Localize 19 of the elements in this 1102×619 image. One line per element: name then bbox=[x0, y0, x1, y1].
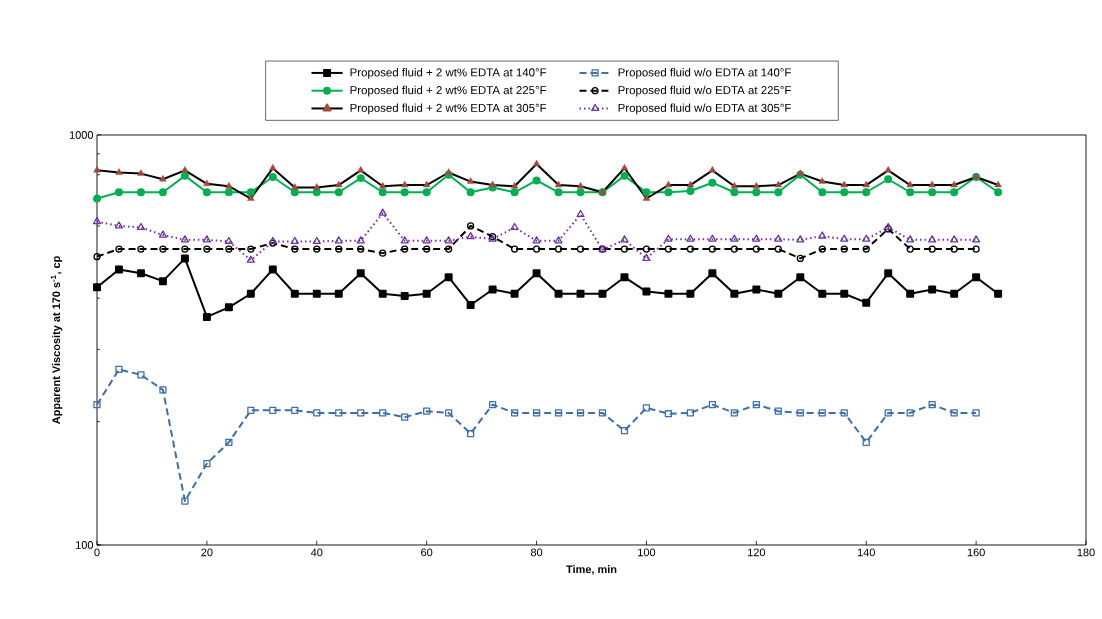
legend-label: Proposed fluid + 2 wt% EDTA at 305°F bbox=[350, 103, 547, 115]
x-tick-label: 180 bbox=[1077, 548, 1095, 557]
x-tick-label: 160 bbox=[967, 548, 985, 557]
legend-label: Proposed fluid w/o EDTA at 140°F bbox=[618, 68, 791, 79]
x-tick-label: 0 bbox=[94, 548, 100, 557]
y-tick-label: 1000 bbox=[69, 131, 94, 139]
x-tick-label: 80 bbox=[530, 548, 543, 557]
y-axis-title: Apparent Viscosity at 170 s$^{-1}$, cp bbox=[50, 256, 63, 424]
x-tick-label: 40 bbox=[310, 548, 323, 557]
legend-label: Proposed fluid w/o EDTA at 305°F bbox=[618, 103, 791, 115]
x-axis-title: Time, min bbox=[566, 565, 617, 575]
x-tick-label: 60 bbox=[421, 548, 433, 557]
x-tick-label: 120 bbox=[748, 548, 766, 557]
x-tick-label: 140 bbox=[857, 548, 875, 557]
legend-label: Proposed fluid + 2 wt% EDTA at 225°F bbox=[350, 85, 547, 97]
legend-label: Proposed fluid + 2 wt% EDTA at 140°F bbox=[350, 68, 547, 79]
x-tick-label: 100 bbox=[638, 548, 656, 557]
legend-label: Proposed fluid w/o EDTA at 225°F bbox=[618, 85, 791, 97]
x-tick-label: 20 bbox=[201, 548, 213, 557]
